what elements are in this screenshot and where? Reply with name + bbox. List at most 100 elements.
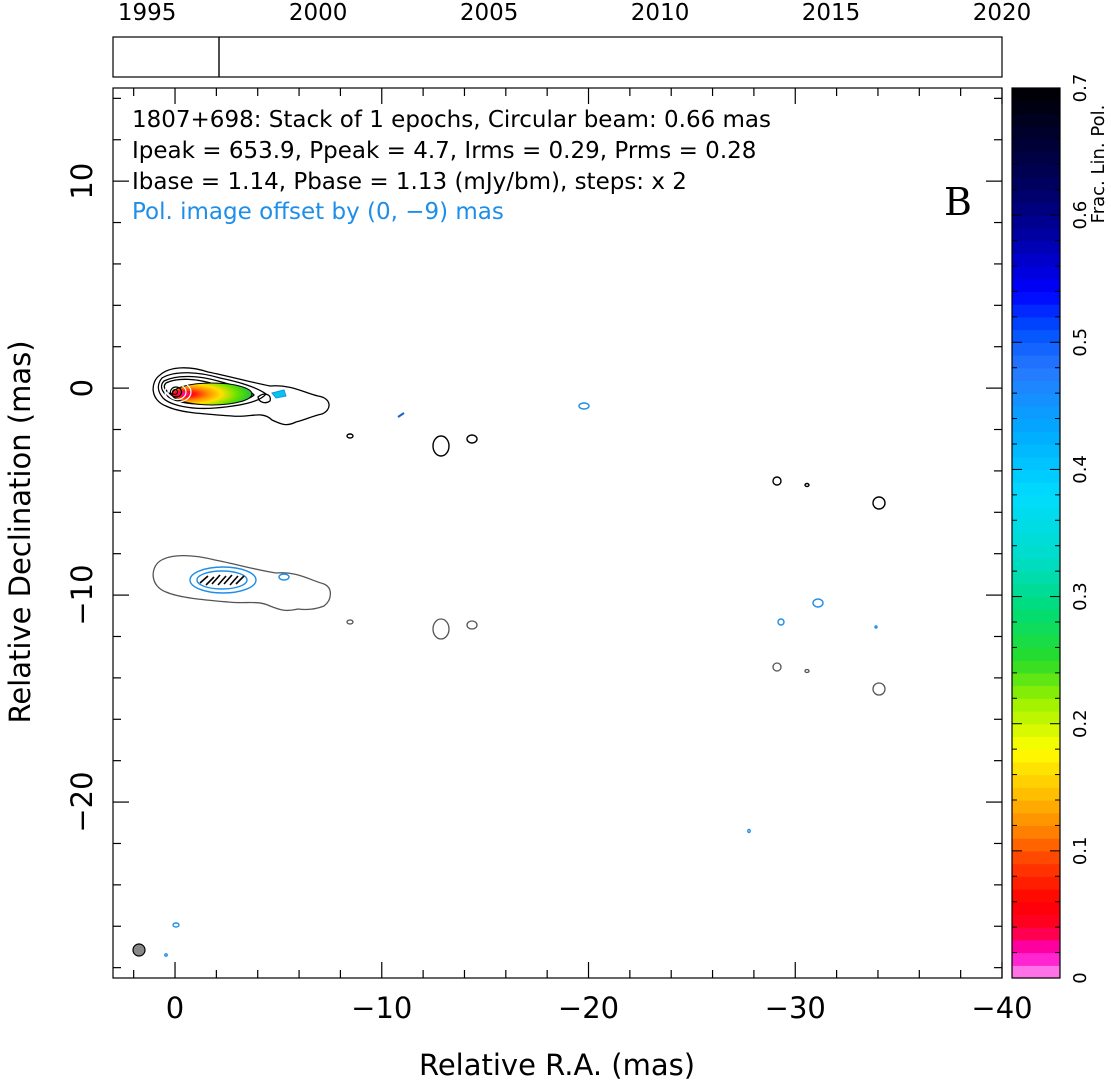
- offset-feature-2: [432, 618, 450, 640]
- offset-note: Pol. image offset by (0, −9) mas: [132, 199, 504, 225]
- x-tick-label: 0: [166, 991, 184, 1025]
- colorbar-strip: [1012, 202, 1060, 216]
- pol-feature-g: [164, 953, 168, 957]
- pol-knot: [278, 573, 290, 581]
- feature-7: [397, 412, 405, 418]
- colorbar-strip: [1012, 698, 1060, 712]
- timeline-tick-label: 2015: [802, 0, 861, 26]
- x-axis-label: Relative R.A. (mas): [419, 1048, 695, 1082]
- x-tick-label: −40: [971, 991, 1032, 1025]
- colorbar-tick-label: 0: [1070, 972, 1091, 983]
- feature-3: [466, 434, 478, 444]
- colorbar-strip: [1012, 596, 1060, 610]
- y-axis-label: Relative Declination (mas): [3, 340, 37, 723]
- pol-contour-outer: [189, 566, 257, 594]
- main-plot: 0 −10 −20 −30 −40 10 0 −10 −20: [3, 87, 1033, 1082]
- timeline-tick-label: 1995: [118, 0, 177, 26]
- jet-contour-2: [157, 372, 267, 410]
- evpa-tick: [235, 575, 245, 585]
- pol-feature-e: [747, 828, 751, 834]
- feature-5: [804, 482, 810, 488]
- feature-4: [772, 476, 782, 486]
- pol-feature-b: [777, 618, 785, 626]
- pol-feature-a: [578, 402, 590, 410]
- core-contour-2: [167, 383, 187, 401]
- evpa-tick: [205, 576, 215, 586]
- colorbar-strip: [1012, 189, 1060, 204]
- colorbar-label: Frac. Lin. Pol.: [1088, 105, 1109, 224]
- colorbar-strip: [1012, 316, 1060, 331]
- colorbar-strip: [1012, 444, 1060, 458]
- colorbar-strip: [1012, 660, 1060, 674]
- colorbar-ticks: 0 0.1 0.2 0.3 0.4 0.5 0.6 0.7: [1012, 74, 1091, 984]
- evpa-ticks: [199, 574, 245, 586]
- colorbar-strip: [1012, 456, 1060, 471]
- pol-feature-f: [172, 922, 180, 928]
- colorbar-strip: [1012, 876, 1060, 890]
- colorbar-strip: [1012, 278, 1060, 293]
- colorbar-strip: [1012, 100, 1060, 115]
- plot-frame: [112, 87, 1003, 979]
- jet-outer-contour: [152, 367, 330, 426]
- colorbar-strip: [1012, 431, 1060, 445]
- colorbar-strip: [1012, 647, 1060, 661]
- timeline-ticks: 1995 2000 2005 2010 2015 2020: [118, 0, 1031, 77]
- offset-outer-contour: [152, 554, 332, 612]
- colorbar-strip: [1012, 405, 1060, 420]
- colorbar-tick-label: 0.5: [1070, 328, 1091, 357]
- colorbar-strip: [1012, 685, 1060, 699]
- colorbar-strip: [1012, 838, 1060, 852]
- colorbar-strip: [1012, 291, 1060, 305]
- annotation-block: 1807+698: Stack of 1 epochs, Circular be…: [132, 107, 972, 225]
- colorbar-strip: [1012, 850, 1060, 865]
- jet-knot-contour: [257, 393, 271, 404]
- annotation-line-2: Ipeak = 653.9, Ppeak = 4.7, Irms = 0.29,…: [132, 138, 756, 164]
- core-contour-4: [172, 389, 178, 395]
- colorbar-strip: [1012, 774, 1060, 788]
- offset-feature-4: [772, 662, 782, 672]
- axis-ticks: 0 −10 −20 −30 −40 10 0 −10 −20: [65, 88, 1033, 1025]
- offset-feature-6: [872, 682, 886, 696]
- core-contour-1: [164, 381, 192, 403]
- colorbar-strip: [1012, 533, 1060, 547]
- colorbar-strip: [1012, 126, 1060, 140]
- colorbar-strip: [1012, 672, 1060, 687]
- feature-6: [872, 496, 886, 510]
- y-tick-label: −20: [65, 771, 99, 832]
- colorbar-strip: [1012, 583, 1060, 598]
- colorbar-strip: [1012, 825, 1060, 839]
- colorbar-strip: [1012, 965, 1060, 979]
- colorbar-tick-label: 0.4: [1070, 455, 1091, 484]
- epoch-timeline: 1995 2000 2005 2010 2015 2020: [112, 0, 1031, 78]
- colorbar-strip: [1012, 266, 1060, 280]
- colorbar-strip: [1012, 367, 1060, 382]
- y-tick-label: 0: [65, 379, 99, 397]
- x-tick-label: −20: [558, 991, 619, 1025]
- timeline-tick-label: 2000: [289, 0, 348, 26]
- offset-polarization-image: [152, 554, 886, 957]
- colorbar-strip: [1012, 749, 1060, 763]
- colorbar-strip: [1012, 380, 1060, 394]
- annotation-line-3: Ibase = 1.14, Pbase = 1.13 (mJy/bm), ste…: [132, 169, 687, 195]
- colorbar-strip: [1012, 482, 1060, 496]
- colorbar-strips: [1012, 88, 1060, 979]
- colorbar-strip: [1012, 609, 1060, 623]
- colorbar-strip: [1012, 113, 1060, 127]
- evpa-tick: [223, 574, 233, 585]
- colorbar-tick-label: 0.1: [1070, 837, 1091, 866]
- colorbar-strip: [1012, 177, 1060, 191]
- colorbar-strip: [1012, 901, 1060, 916]
- colorbar-strip: [1012, 545, 1060, 560]
- colorbar-strip: [1012, 736, 1060, 750]
- timeline-tick-label: 2005: [460, 0, 519, 26]
- colorbar-strip: [1012, 711, 1060, 725]
- colorbar-strip: [1012, 863, 1060, 877]
- colorbar-strip: [1012, 240, 1060, 254]
- jet-inner-fill: [171, 382, 253, 406]
- timeline-tick-label: 2010: [631, 0, 690, 26]
- x-tick-label: −10: [351, 991, 412, 1025]
- evpa-tick: [211, 574, 221, 585]
- colorbar-strip: [1012, 939, 1060, 954]
